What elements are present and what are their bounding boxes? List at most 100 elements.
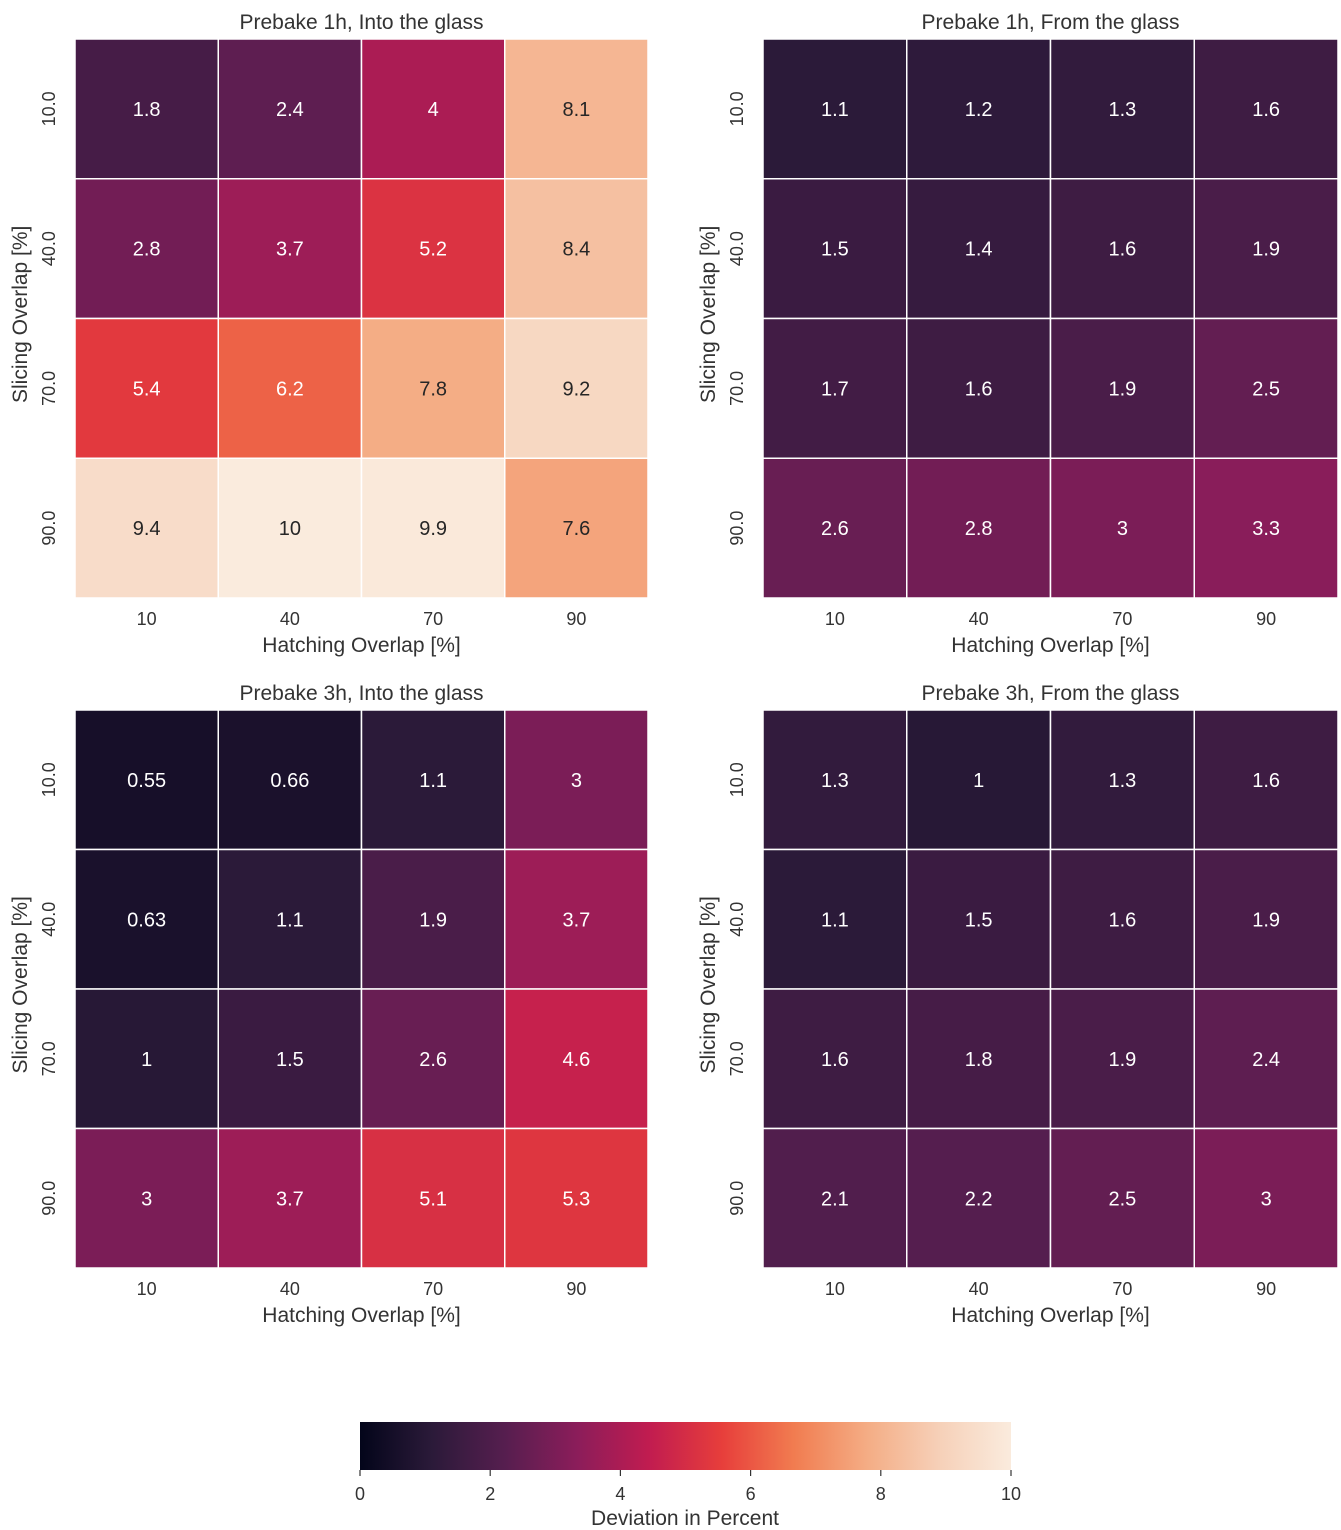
- cell-value-label: 1.9: [1108, 378, 1136, 400]
- cell-value-label: 8.4: [562, 239, 590, 261]
- cell-value-label: 1.1: [821, 909, 849, 931]
- cell-value-label: 3.7: [276, 239, 304, 261]
- y-tick-label: 90.0: [39, 1181, 59, 1216]
- cell-value-label: 1.8: [965, 1049, 993, 1071]
- x-tick-label: 10: [137, 1279, 157, 1299]
- heatmap-cell: [1049, 317, 1195, 459]
- panel-title: Prebake 3h, Into the glass: [240, 682, 484, 705]
- x-tick-label: 70: [423, 1279, 443, 1299]
- colorbar-label: Deviation in Percent: [591, 1507, 779, 1530]
- colorbar-tick-label: 0: [355, 1484, 365, 1504]
- x-tick-label: 90: [566, 609, 586, 629]
- heatmap-cell: [217, 848, 363, 990]
- heatmap-cell: [217, 988, 363, 1130]
- heatmap-cell: [74, 178, 219, 320]
- cell-value-label: 1.9: [1108, 1049, 1136, 1071]
- cell-value-label: 6.2: [276, 378, 304, 400]
- cell-value-label: 2.8: [965, 518, 993, 540]
- y-tick-label: 40.0: [39, 902, 59, 937]
- y-tick-label: 90.0: [39, 511, 59, 546]
- cell-value-label: 5.4: [133, 378, 161, 400]
- panel-title: Prebake 1h, Into the glass: [240, 11, 484, 34]
- heatmap-cell: [1193, 848, 1339, 990]
- heatmap-cell: [74, 1127, 219, 1269]
- cell-value-label: 3: [571, 770, 582, 792]
- x-tick-label: 70: [423, 609, 443, 629]
- y-tick-label: 10.0: [727, 91, 747, 126]
- heatmap-cell: [762, 38, 908, 180]
- cell-value-label: 9.4: [133, 518, 161, 540]
- heatmap-cell: [1193, 178, 1339, 320]
- y-axis-label: Slicing Overlap [%]: [9, 896, 32, 1073]
- cell-value-label: 3.7: [276, 1188, 304, 1210]
- heatmap-panel-3: Prebake 3h, Into the glass 0.55 0.66 1.1 3 0.…: [9, 682, 649, 1327]
- heatmap-cell: [1193, 1127, 1339, 1269]
- y-tick-label: 70.0: [39, 1041, 59, 1076]
- cell-value-label: 9.2: [562, 378, 590, 400]
- heatmap-cell: [906, 38, 1052, 180]
- heatmap-cell: [360, 457, 506, 599]
- heatmap-cell: [504, 1127, 649, 1269]
- cell-value-label: 2.4: [1252, 1049, 1280, 1071]
- x-tick-label: 40: [969, 1279, 989, 1299]
- y-tick-label: 10.0: [39, 91, 59, 126]
- cell-value-label: 1.1: [821, 99, 849, 121]
- y-tick-label: 10.0: [39, 762, 59, 797]
- cell-value-label: 1.3: [1108, 99, 1136, 121]
- cell-value-label: 1.2: [965, 99, 993, 121]
- heatmap-cell: [504, 709, 649, 851]
- cell-value-label: 0.63: [127, 909, 166, 931]
- cell-value-label: 2.2: [965, 1188, 993, 1210]
- x-tick-label: 70: [1112, 609, 1132, 629]
- cell-value-label: 1.9: [419, 909, 447, 931]
- cell-value-label: 3: [141, 1188, 152, 1210]
- heatmap-cell: [360, 709, 506, 851]
- x-tick-label: 10: [825, 1279, 845, 1299]
- cell-value-label: 1.3: [1108, 770, 1136, 792]
- heatmap-cell: [504, 38, 649, 180]
- heatmap-cell: [906, 848, 1052, 990]
- x-tick-label: 90: [1256, 1279, 1276, 1299]
- cell-value-label: 2.5: [1252, 378, 1280, 400]
- cell-value-label: 1: [973, 770, 984, 792]
- cell-value-label: 3: [1117, 518, 1128, 540]
- panel-title: Prebake 3h, From the glass: [922, 682, 1180, 705]
- heatmap-cell: [504, 178, 649, 320]
- x-axis-label: Hatching Overlap [%]: [262, 634, 460, 657]
- heatmap-cell: [1193, 457, 1339, 599]
- y-tick-label: 10.0: [727, 762, 747, 797]
- cell-value-label: 1.6: [965, 378, 993, 400]
- colorbar-tick-label: 6: [746, 1484, 756, 1504]
- heatmap-cell: [217, 457, 363, 599]
- y-tick-label: 90.0: [727, 511, 747, 546]
- cell-value-label: 1.5: [821, 239, 849, 261]
- cell-value-label: 1.1: [276, 909, 304, 931]
- heatmap-cell: [1049, 38, 1195, 180]
- cell-value-label: 1.6: [1108, 239, 1136, 261]
- heatmap-panel-4: Prebake 3h, From the glass 1.3 1 1.3 1.6 1.1 1…: [697, 682, 1339, 1327]
- y-tick-label: 40.0: [727, 902, 747, 937]
- colorbar: 0 2 4 6 8 10 Deviation in Percent: [355, 1422, 1021, 1530]
- cell-value-label: 1.3: [821, 770, 849, 792]
- y-axis-label: Slicing Overlap [%]: [697, 896, 720, 1073]
- heatmap-cell: [504, 457, 649, 599]
- heatmap-cell: [1193, 709, 1339, 851]
- heatmap-cell: [217, 1127, 363, 1269]
- cell-value-label: 1.5: [965, 909, 993, 931]
- cell-value-label: 4.6: [562, 1049, 590, 1071]
- y-tick-label: 40.0: [39, 231, 59, 266]
- cell-value-label: 2.6: [821, 518, 849, 540]
- heatmap-cell: [1049, 988, 1195, 1130]
- heatmap-cell: [74, 457, 219, 599]
- y-axis-label: Slicing Overlap [%]: [697, 226, 720, 403]
- cell-value-label: 1.7: [821, 378, 849, 400]
- cell-value-label: 2.6: [419, 1049, 447, 1071]
- heatmap-cell: [504, 317, 649, 459]
- x-tick-label: 90: [566, 1279, 586, 1299]
- cell-value-label: 1.1: [419, 770, 447, 792]
- heatmap-cell: [1193, 317, 1339, 459]
- heatmap-cell: [74, 38, 219, 180]
- heatmap-cell: [762, 457, 908, 599]
- heatmap-panel-1: Prebake 1h, Into the glass 1.8 2.4 4 8.1 2.8 3…: [9, 11, 649, 657]
